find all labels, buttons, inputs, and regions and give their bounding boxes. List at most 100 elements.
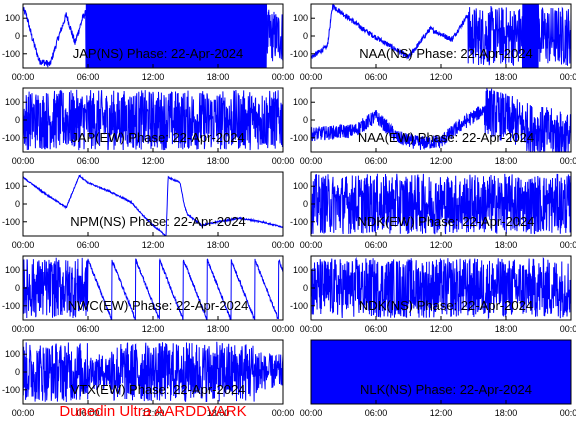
x-tick-label: 00:00 [272, 240, 295, 250]
y-tick-label: -100 [2, 385, 20, 395]
phase-trace-line [23, 174, 283, 236]
phase-trace-line [23, 89, 283, 151]
chart-panel-7: 00:00 06:00 12:00 18:00 00:00 -100 0 100 NWC(EW)… [2, 255, 295, 334]
chart-title: JAP(NS) Phase: 22-Apr-2024 [73, 46, 244, 61]
x-tick-label: 00:00 [272, 408, 295, 418]
x-tick-label: 18:00 [495, 156, 518, 166]
x-tick-label: 12:00 [430, 324, 453, 334]
y-tick-label: 0 [303, 283, 308, 293]
chart-panel-8: 00:00 06:00 12:00 18:00 00:00 -100 0 100 NDK(NS)… [290, 255, 576, 334]
y-tick-label: 100 [5, 13, 20, 23]
y-tick-label: 0 [15, 31, 20, 41]
x-tick-label: 12:00 [430, 240, 453, 250]
footer-credit: Dunedin Ultra AARDDVARK [59, 403, 247, 420]
chart-title: JAP(EW) Phase: 22-Apr-2024 [71, 130, 244, 145]
x-tick-label: 12:00 [142, 240, 165, 250]
chart-panel-2: 00:00 06:00 12:00 18:00 00:00 -100 0 100 NAA(NS)… [290, 3, 576, 82]
y-tick-label: 0 [303, 199, 308, 209]
phase-trace-line [311, 256, 571, 320]
x-tick-label: 00:00 [272, 324, 295, 334]
y-tick-label: 100 [5, 181, 20, 191]
y-tick-label: 100 [293, 13, 308, 23]
y-tick-label: -100 [290, 217, 308, 227]
x-tick-label: 12:00 [142, 72, 165, 82]
chart-panel-5: 00:00 06:00 12:00 18:00 00:00 -100 0 100 NPM(NS)… [2, 171, 295, 250]
x-tick-label: 00:00 [560, 72, 576, 82]
x-tick-label: 00:00 [300, 408, 323, 418]
chart-title: NWC(EW) Phase: 22-Apr-2024 [68, 298, 249, 313]
chart-title: VTX(EW) Phase: 22-Apr-2024 [71, 382, 246, 397]
x-tick-label: 00:00 [560, 408, 576, 418]
x-tick-label: 18:00 [207, 240, 230, 250]
y-tick-label: 100 [293, 265, 308, 275]
x-tick-label: 06:00 [77, 324, 100, 334]
phase-trace-line [311, 4, 571, 68]
x-tick-label: 00:00 [300, 156, 323, 166]
x-tick-label: 06:00 [365, 156, 388, 166]
x-tick-label: 00:00 [300, 240, 323, 250]
x-tick-label: 12:00 [430, 156, 453, 166]
chart-panel-10: 00:00 06:00 12:00 18:00 00:00 NLK(NS) Phase: … [300, 339, 576, 418]
chart-panel-6: 00:00 06:00 12:00 18:00 00:00 -100 0 100 NDK(EW)… [290, 171, 576, 250]
y-tick-label: -100 [290, 133, 308, 143]
x-tick-label: 00:00 [12, 408, 35, 418]
phase-trace-line [311, 88, 571, 152]
y-tick-label: 100 [5, 265, 20, 275]
x-tick-label: 00:00 [560, 324, 576, 334]
phase-trace-line [23, 341, 283, 403]
x-tick-label: 18:00 [207, 324, 230, 334]
x-tick-label: 06:00 [365, 240, 388, 250]
phase-trace-line [23, 4, 283, 68]
chart-title: NDK(NS) Phase: 22-Apr-2024 [359, 298, 533, 313]
x-tick-label: 12:00 [142, 408, 165, 418]
y-tick-label: 0 [303, 115, 308, 125]
x-tick-label: 00:00 [560, 240, 576, 250]
y-tick-label: 0 [15, 367, 20, 377]
chart-panel-4: 00:00 06:00 12:00 18:00 00:00 -100 0 100 NAA(EW)… [290, 87, 576, 166]
x-tick-label: 12:00 [430, 408, 453, 418]
x-tick-label: 06:00 [365, 324, 388, 334]
x-tick-label: 18:00 [495, 324, 518, 334]
chart-title: NDK(EW) Phase: 22-Apr-2024 [357, 214, 534, 229]
chart-title: NAA(EW) Phase: 22-Apr-2024 [358, 130, 534, 145]
y-tick-label: -100 [2, 49, 20, 59]
y-tick-label: 100 [293, 181, 308, 191]
x-tick-label: 06:00 [77, 156, 100, 166]
x-tick-label: 18:00 [207, 72, 230, 82]
y-tick-label: 0 [15, 115, 20, 125]
x-tick-label: 00:00 [300, 72, 323, 82]
y-tick-label: -100 [2, 301, 20, 311]
chart-panel-1: 00:00 06:00 12:00 18:00 00:00 -100 0 100 JAP(NS)… [2, 3, 295, 82]
x-tick-label: 06:00 [365, 408, 388, 418]
y-tick-label: 100 [293, 97, 308, 107]
x-tick-label: 12:00 [430, 72, 453, 82]
chart-title: NLK(NS) Phase: 22-Apr-2024 [360, 382, 532, 397]
y-tick-label: 0 [15, 283, 20, 293]
x-tick-label: 12:00 [142, 156, 165, 166]
x-tick-label: 06:00 [77, 72, 100, 82]
y-tick-label: -100 [290, 49, 308, 59]
x-tick-label: 18:00 [495, 408, 518, 418]
x-tick-label: 06:00 [365, 72, 388, 82]
y-tick-label: -100 [290, 301, 308, 311]
x-tick-label: 00:00 [272, 72, 295, 82]
chart-panel-9: 00:00 06:00 12:00 18:00 00:00 -100 0 100 VTX(EW)… [2, 339, 295, 418]
y-tick-label: 0 [15, 199, 20, 209]
x-tick-label: 00:00 [560, 156, 576, 166]
y-tick-label: 0 [303, 31, 308, 41]
chart-title: NAA(NS) Phase: 22-Apr-2024 [359, 46, 532, 61]
x-tick-label: 18:00 [207, 156, 230, 166]
x-tick-label: 18:00 [495, 72, 518, 82]
x-tick-label: 00:00 [272, 156, 295, 166]
phase-trace-line [311, 173, 571, 235]
x-tick-label: 00:00 [12, 324, 35, 334]
phase-trace-line [23, 257, 283, 320]
x-tick-label: 06:00 [77, 240, 100, 250]
chart-title: NPM(NS) Phase: 22-Apr-2024 [70, 214, 246, 229]
x-tick-label: 00:00 [12, 240, 35, 250]
x-tick-label: 00:00 [12, 156, 35, 166]
y-tick-label: 100 [5, 349, 20, 359]
chart-panel-3: 00:00 06:00 12:00 18:00 00:00 -100 0 100 JAP(EW)… [2, 87, 295, 166]
x-tick-label: 12:00 [142, 324, 165, 334]
